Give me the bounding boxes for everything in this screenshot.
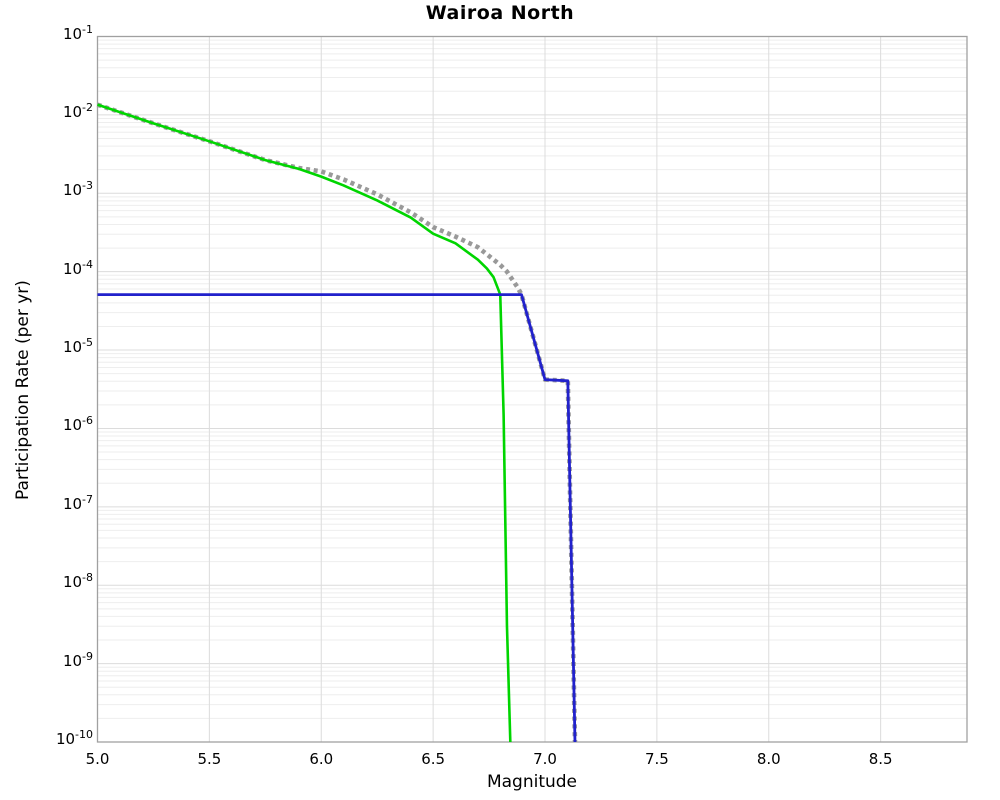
gray-dotted-curve xyxy=(96,102,578,743)
x-tick-label: 5.0 xyxy=(85,750,110,768)
x-tick-label: 7.5 xyxy=(644,750,669,768)
y-tick-label: 10-8 xyxy=(62,571,93,592)
x-tick-label: 5.5 xyxy=(197,750,222,768)
plot-border xyxy=(96,35,968,743)
y-tick-label: 10-2 xyxy=(62,100,93,121)
blue-solid-curve xyxy=(97,293,577,743)
chart-title: Wairoa North xyxy=(425,2,575,24)
y-tick-label: 10-9 xyxy=(62,649,93,670)
x-tick-label: 6.5 xyxy=(421,750,446,768)
y-tick-label: 10-5 xyxy=(62,336,93,357)
y-tick-label: 10-7 xyxy=(62,492,93,513)
green-solid-curve xyxy=(97,103,512,743)
y-tick-label: 10-3 xyxy=(62,179,93,200)
y-axis-label: Participation Rate (per yr) xyxy=(13,280,33,500)
y-tick-label: 10-10 xyxy=(55,728,93,748)
y-tick-label: 10-6 xyxy=(62,414,93,435)
y-tick-label: 10-1 xyxy=(62,22,93,43)
x-tick-label: 7.0 xyxy=(533,750,557,768)
x-axis-label: Magnitude xyxy=(486,772,578,792)
x-tick-label: 8.0 xyxy=(756,750,781,768)
y-tick-label: 10-4 xyxy=(62,257,93,278)
x-tick-label: 8.5 xyxy=(868,750,893,768)
x-tick-label: 6.0 xyxy=(309,750,334,768)
